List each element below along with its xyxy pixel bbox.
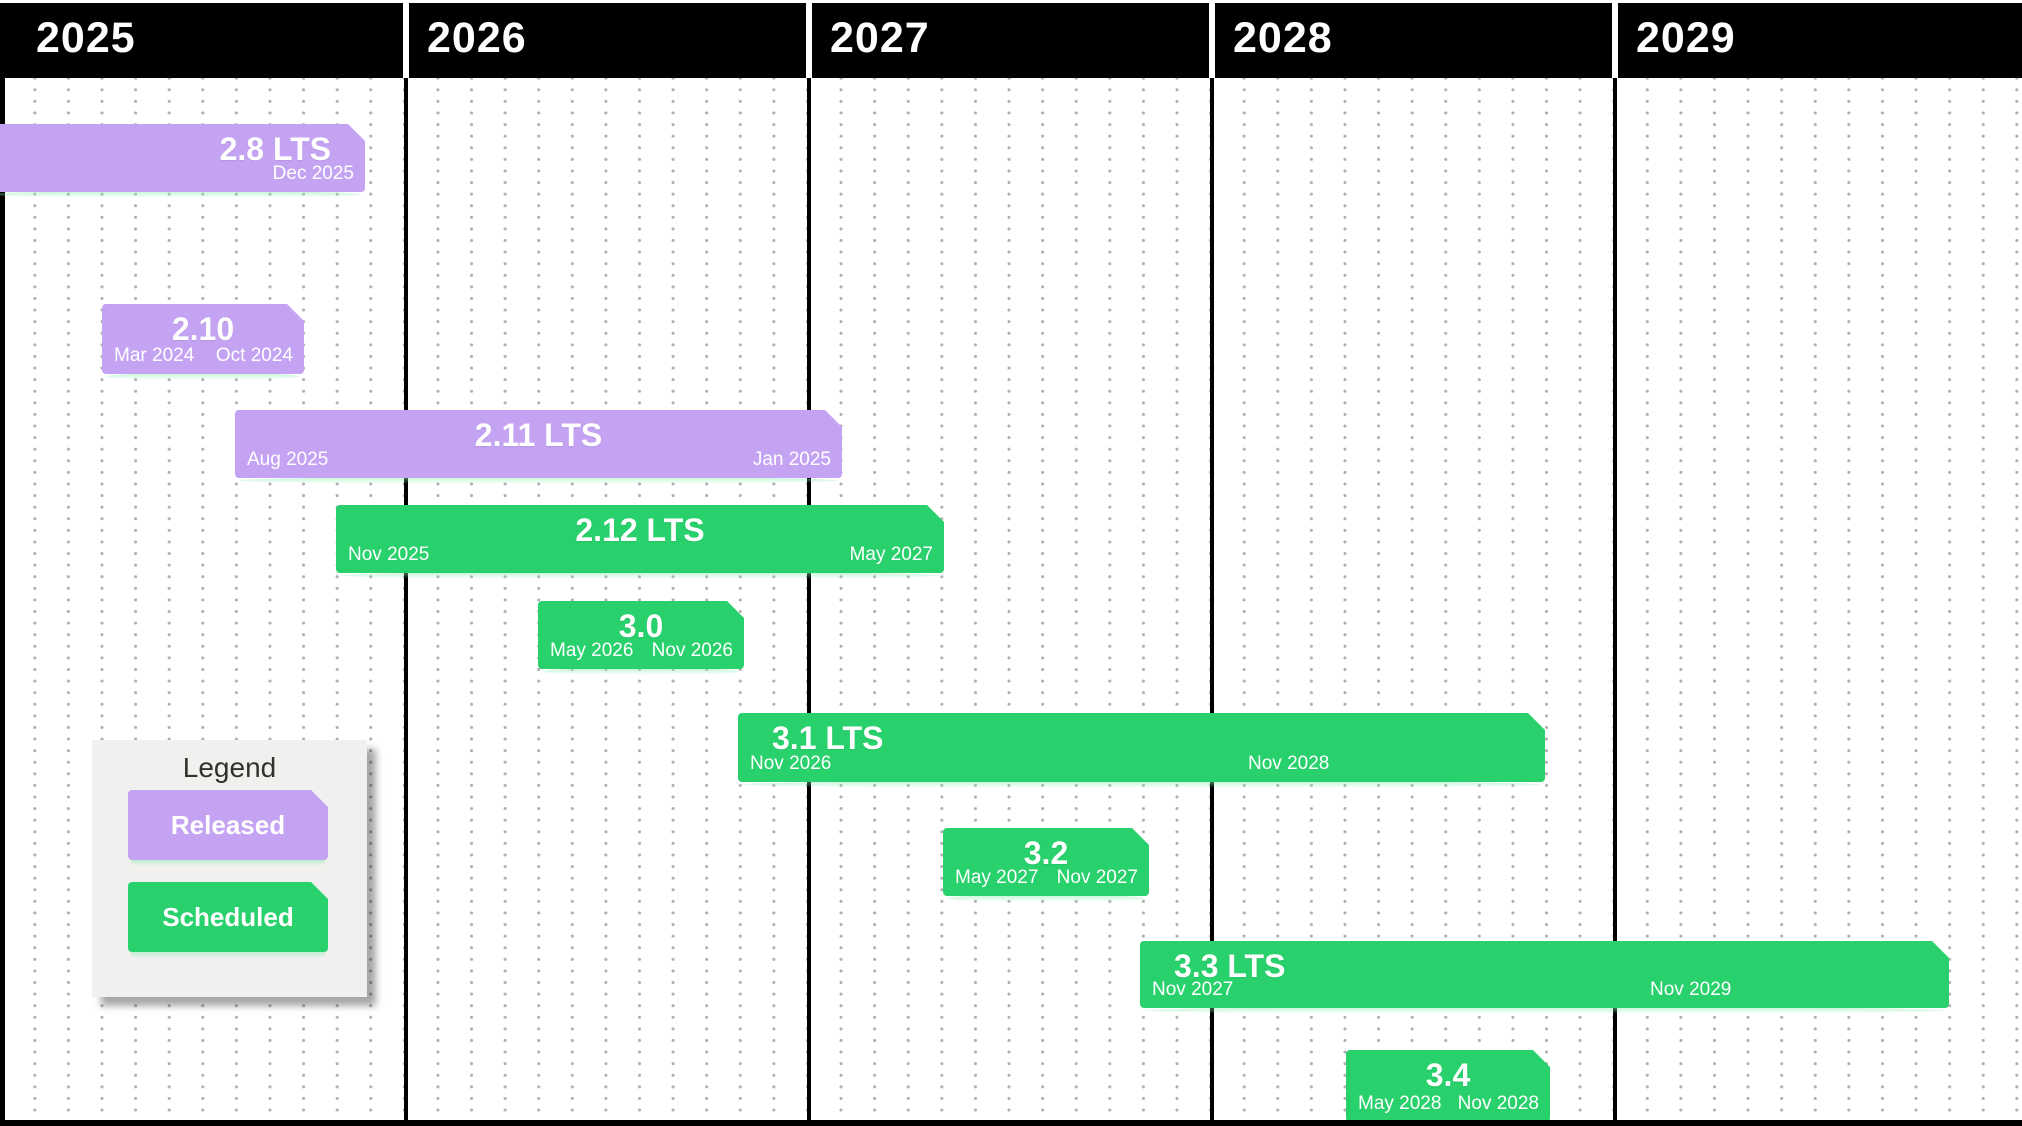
year-label: 2029 bbox=[1636, 14, 1736, 62]
bar-start-date: May 2027 bbox=[955, 867, 1039, 888]
chart-left-border bbox=[0, 3, 5, 1126]
year-header-2028: 2028 bbox=[1215, 3, 1612, 78]
chart-bottom-border bbox=[0, 1120, 2022, 1126]
bar-under-glow bbox=[106, 373, 300, 380]
bar-end-date: May 2027 bbox=[849, 544, 933, 565]
release-bar-2-11-lts: 2.11 LTS Aug 2025 Jan 2025 bbox=[235, 410, 842, 478]
legend-swatch-label: Scheduled bbox=[162, 901, 294, 932]
release-bar-3-3-lts: 3.3 LTS Nov 2027 Nov 2029 bbox=[1140, 941, 1949, 1008]
year-label: 2025 bbox=[36, 14, 136, 62]
bar-end-date: Nov 2026 bbox=[651, 640, 733, 661]
bar-under-glow bbox=[542, 668, 740, 675]
release-bar-3-0: 3.0 May 2026 Nov 2026 bbox=[538, 601, 744, 669]
year-label: 2026 bbox=[427, 14, 527, 62]
bar-end-date: Nov 2027 bbox=[1056, 867, 1138, 888]
legend-swatch-glow bbox=[131, 952, 325, 958]
bar-start-date: Nov 2025 bbox=[348, 544, 430, 565]
year-header-2029: 2029 bbox=[1618, 3, 2022, 78]
bar-end-date: Jan 2025 bbox=[752, 449, 831, 470]
year-line bbox=[404, 78, 408, 1120]
bar-start-date: Mar 2024 bbox=[114, 345, 195, 366]
release-bar-3-2: 3.2 May 2027 Nov 2027 bbox=[943, 828, 1149, 896]
bar-title: 2.10 bbox=[171, 311, 235, 347]
bar-title: 3.3 LTS bbox=[1174, 948, 1286, 984]
bar-under-glow bbox=[947, 895, 1145, 902]
year-header-2025: 2025 bbox=[0, 3, 403, 78]
release-bar-2-10: 2.10 Mar 2024 Oct 2024 bbox=[102, 304, 304, 374]
legend-swatch-glow bbox=[131, 860, 325, 866]
year-line bbox=[1210, 78, 1214, 1120]
year-line bbox=[1613, 78, 1617, 1120]
bar-start-date: May 2028 bbox=[1358, 1093, 1442, 1114]
bar-end-date: Nov 2028 bbox=[1248, 753, 1330, 774]
bar-title: 2.11 LTS bbox=[474, 417, 603, 453]
legend-swatch-released: Released bbox=[128, 790, 328, 860]
bar-start-date: Nov 2026 bbox=[750, 753, 832, 774]
bar-end-date: Nov 2028 bbox=[1457, 1093, 1539, 1114]
bar-end-date: Dec 2025 bbox=[272, 163, 354, 184]
bar-title: 3.2 bbox=[1023, 835, 1069, 871]
bar-under-glow bbox=[742, 781, 1541, 788]
bar-title: 3.0 bbox=[618, 608, 664, 644]
release-bar-2-12-lts: 2.12 LTS Nov 2025 May 2027 bbox=[336, 505, 944, 573]
bar-under-glow bbox=[0, 191, 361, 198]
year-header-2027: 2027 bbox=[812, 3, 1209, 78]
bar-start-date: May 2026 bbox=[550, 640, 634, 661]
bar-end-date: Nov 2029 bbox=[1650, 979, 1732, 1000]
year-header-2026: 2026 bbox=[409, 3, 806, 78]
bar-under-glow bbox=[1144, 1007, 1945, 1014]
bar-title: 2.12 LTS bbox=[575, 512, 705, 548]
bar-title: 2.8 LTS bbox=[219, 131, 331, 167]
bar-end-date: Oct 2024 bbox=[215, 345, 293, 366]
bar-title: 3.1 LTS bbox=[772, 720, 884, 756]
year-label: 2028 bbox=[1233, 14, 1333, 62]
release-bar-3-4: 3.4 May 2028 Nov 2028 bbox=[1346, 1050, 1550, 1122]
bar-start-date: Aug 2025 bbox=[247, 449, 329, 470]
legend-title: Legend bbox=[182, 752, 277, 783]
year-label: 2027 bbox=[830, 14, 930, 62]
release-bar-2-8-lts: 2.8 LTS Dec 2025 bbox=[0, 124, 365, 192]
year-line bbox=[807, 78, 811, 1120]
bar-start-date: Nov 2027 bbox=[1152, 979, 1234, 1000]
legend-swatch-scheduled: Scheduled bbox=[128, 882, 328, 952]
legend-swatch-label: Released bbox=[170, 809, 286, 840]
legend: Legend Released Scheduled bbox=[92, 740, 367, 997]
release-bar-3-1-lts: 3.1 LTS Nov 2026 Nov 2028 bbox=[738, 713, 1545, 782]
bar-title: 3.4 bbox=[1425, 1057, 1471, 1093]
bar-under-glow bbox=[340, 572, 940, 579]
bar-under-glow bbox=[239, 477, 838, 484]
